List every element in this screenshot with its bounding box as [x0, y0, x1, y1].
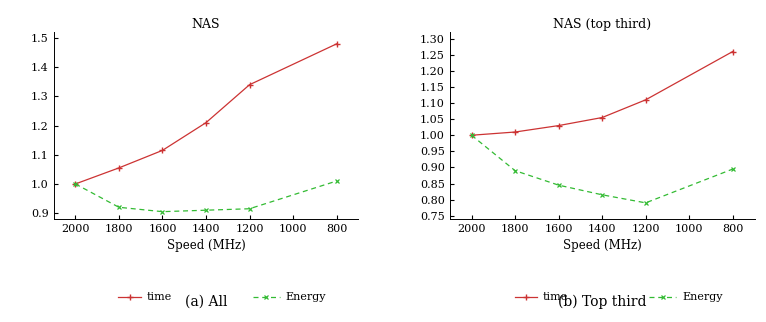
- Legend: Energy: Energy: [644, 288, 727, 307]
- Title: NAS (top third): NAS (top third): [553, 18, 651, 31]
- X-axis label: Speed (MHz): Speed (MHz): [563, 239, 641, 252]
- Legend: Energy: Energy: [248, 288, 331, 307]
- Text: (b) Top third: (b) Top third: [558, 295, 647, 309]
- X-axis label: Speed (MHz): Speed (MHz): [167, 239, 245, 252]
- Title: NAS: NAS: [192, 18, 221, 31]
- Text: (a) All: (a) All: [185, 295, 228, 309]
